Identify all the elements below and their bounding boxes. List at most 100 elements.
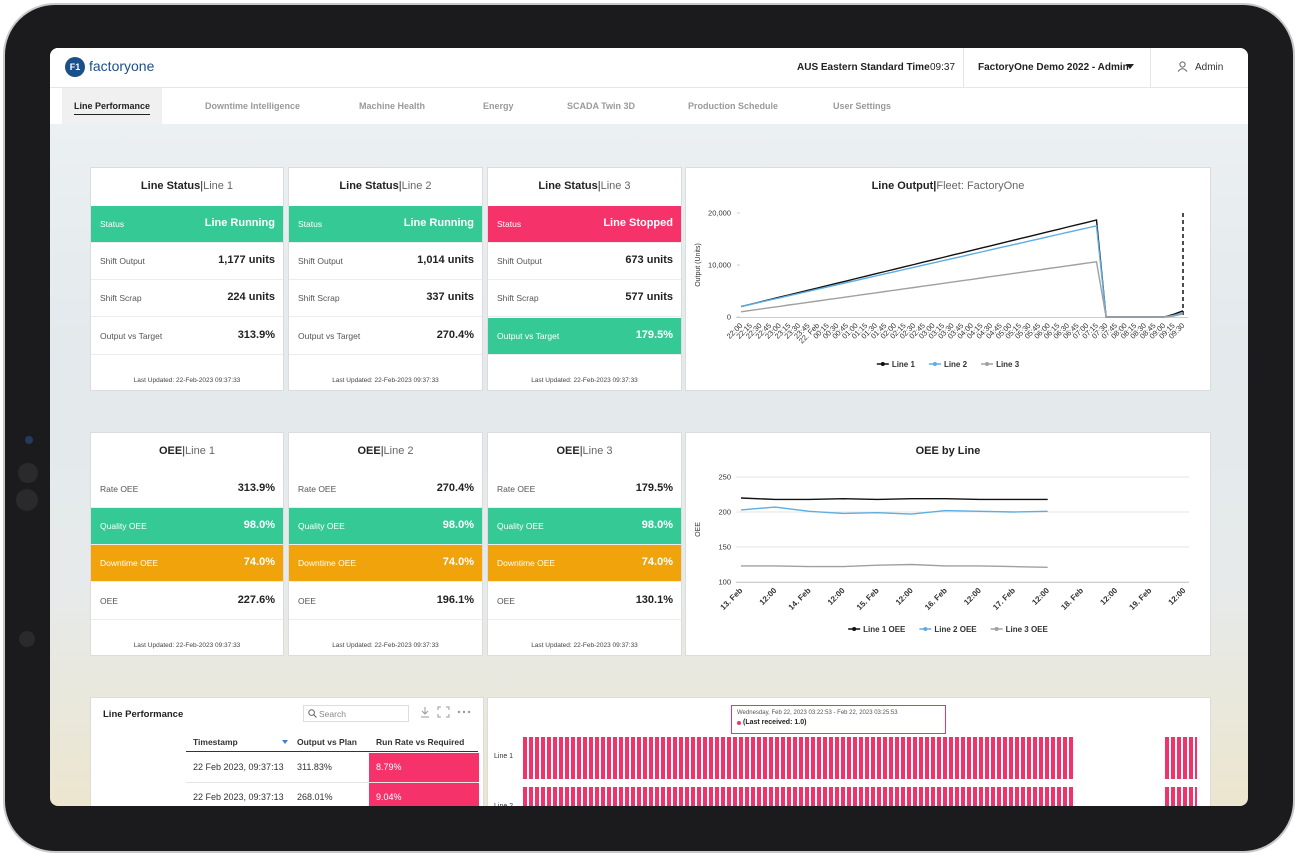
row-label: Line 1 [494, 753, 514, 760]
card-title: OEE|Line 1 [91, 445, 283, 457]
kpi-card: OEE|Line 2 Rate OEE 270.4% Quality OEE 98.0%… [288, 432, 483, 656]
kpi-row: Status Line Stopped [488, 206, 681, 243]
header: F1 factoryone AUS Eastern Standard Time … [50, 48, 1248, 88]
card-title-line: Line 2 [383, 445, 414, 457]
card-title: Line Status|Line 3 [488, 180, 681, 192]
last-updated: Last Updated: 22-Feb-2023 09:37:33 [332, 642, 439, 649]
chart-card: Line Output|Fleet: FactoryOne Output (Uni… [685, 167, 1211, 391]
legend-label: Line 2 [944, 360, 968, 369]
kpi-row: Shift Scrap 577 units [488, 280, 681, 318]
table-panel: Line Performance Search Timestamp Output … [90, 697, 484, 806]
organization-select[interactable]: FactoryOne Demo 2022 - Admin [978, 62, 1129, 73]
kpi-value: Line Stopped [603, 217, 673, 229]
kpi-value: 227.6% [237, 593, 275, 606]
kpi-card: Line Status|Line 3 Status Line Stopped Shif… [487, 167, 682, 391]
x-tick-label: 14. Feb [787, 586, 813, 612]
more-icon[interactable] [457, 710, 471, 714]
side-button [18, 463, 38, 483]
kpi-value: 577 units [625, 291, 673, 304]
nav-bar: Line Performance Downtime Intelligence Mac… [50, 88, 1248, 124]
column-header: Timestamp [193, 737, 238, 747]
panel-icons [421, 706, 471, 718]
tooltip-bullet [737, 721, 741, 725]
x-tick-label: 12:00 [962, 586, 983, 607]
screen: F1 factoryone AUS Eastern Standard Time … [50, 48, 1248, 806]
legend-label: Line 2 OEE [934, 625, 977, 634]
legend-label: Line 3 [996, 360, 1020, 369]
chart-title: OEE by Line [686, 445, 1210, 457]
kpi-label: Rate OEE [100, 484, 139, 494]
kpi-row: Shift Output 1,014 units [289, 243, 482, 281]
table-cell: 311.83% [297, 753, 376, 782]
y-tick-label: 100 [718, 578, 731, 587]
search-box[interactable]: Search [303, 705, 409, 722]
kpi-value: 270.4% [436, 482, 474, 494]
card-title: Line Status|Line 2 [289, 180, 482, 192]
download-icon[interactable] [421, 707, 429, 718]
search-icon [308, 709, 317, 718]
kpi-row: Shift Output 673 units [488, 243, 681, 281]
side-button [16, 489, 38, 511]
y-tick-label: 150 [718, 543, 731, 552]
kpi-value: 1,014 units [417, 254, 474, 267]
kpi-value: 224 units [227, 291, 275, 304]
tooltip: Wednesday, Feb 22, 2023 03:22:53 - Feb 2… [731, 705, 946, 734]
x-tick-label: 12:00 [894, 586, 915, 607]
kpi-label: Shift Scrap [100, 293, 142, 304]
kpi-row: OEE 227.6% [91, 583, 283, 620]
x-tick-label: 12:00 [1098, 586, 1119, 607]
nav-tab[interactable]: Production Schedule [688, 88, 778, 124]
kpi-label: Shift Output [497, 256, 542, 267]
x-tick-label: 13. Feb [719, 586, 745, 612]
kpi-label: Shift Output [298, 256, 343, 267]
series-line [740, 224, 1184, 318]
kpi-value: 74.0% [243, 556, 275, 569]
legend-label: Line 3 OEE [1006, 625, 1049, 634]
user-menu[interactable]: Admin [1195, 62, 1224, 73]
tab-label: Machine Health [359, 101, 426, 111]
state-bars [1165, 787, 1197, 806]
nav-tab[interactable]: SCADA Twin 3D [567, 88, 635, 124]
kpi-value: 179.5% [635, 328, 673, 341]
kpi-row: Quality OEE 98.0% [488, 508, 681, 546]
row-label: Line 2 [494, 803, 513, 806]
state-bars [523, 787, 1075, 806]
kpi-value: 98.0% [243, 519, 275, 532]
kpi-row: Output vs Target 179.5% [488, 317, 681, 355]
kpi-row: Shift Scrap 337 units [289, 280, 482, 318]
nav-tab[interactable]: Line Performance [62, 88, 163, 124]
kpi-value: 130.1% [635, 593, 673, 606]
timezone: AUS Eastern Standard Time [797, 62, 930, 73]
kpi-row: Rate OEE 270.4% [289, 471, 482, 508]
kpi-value: 313.9% [237, 482, 275, 494]
table-cell: 22 Feb 2023, 09:37:13 [193, 753, 297, 782]
sort-indicator[interactable] [282, 740, 288, 744]
tab-label: Energy [483, 101, 514, 111]
kpi-value: 673 units [625, 254, 673, 267]
nav-tab[interactable]: Downtime Intelligence [205, 88, 300, 124]
x-tick-label: 16. Feb [923, 586, 949, 612]
expand-icon[interactable] [437, 706, 450, 718]
nav-tab[interactable]: Machine Health [359, 88, 425, 124]
column-header: Output vs Plan [297, 737, 357, 747]
kpi-value: 98.0% [641, 519, 673, 532]
kpi-label: Quality OEE [298, 521, 345, 532]
kpi-row: Downtime OEE 74.0% [91, 545, 283, 583]
title-separator: | [398, 180, 402, 192]
search-placeholder: Search [319, 709, 346, 719]
x-tick-label: 15. Feb [855, 586, 881, 612]
title-separator: | [597, 180, 601, 192]
x-tick-label: 12:00 [826, 586, 847, 607]
nav-tab[interactable]: Energy [483, 88, 514, 124]
dropdown-caret[interactable] [1126, 64, 1134, 69]
x-tick-label: 12:00 [1167, 586, 1188, 607]
nav-tab[interactable]: User Settings [833, 88, 891, 124]
header-rule [186, 751, 478, 752]
kpi-label: Rate OEE [497, 484, 536, 494]
legend-swatch-dot [852, 627, 857, 631]
title-separator: | [579, 445, 583, 457]
kpi-label: Status [497, 219, 522, 229]
cell-text: 311.83% [297, 762, 332, 772]
kpi-card: Line Status|Line 1 Status Line Running Shif… [90, 167, 284, 391]
last-updated: Last Updated: 22-Feb-2023 09:37:33 [133, 642, 241, 649]
